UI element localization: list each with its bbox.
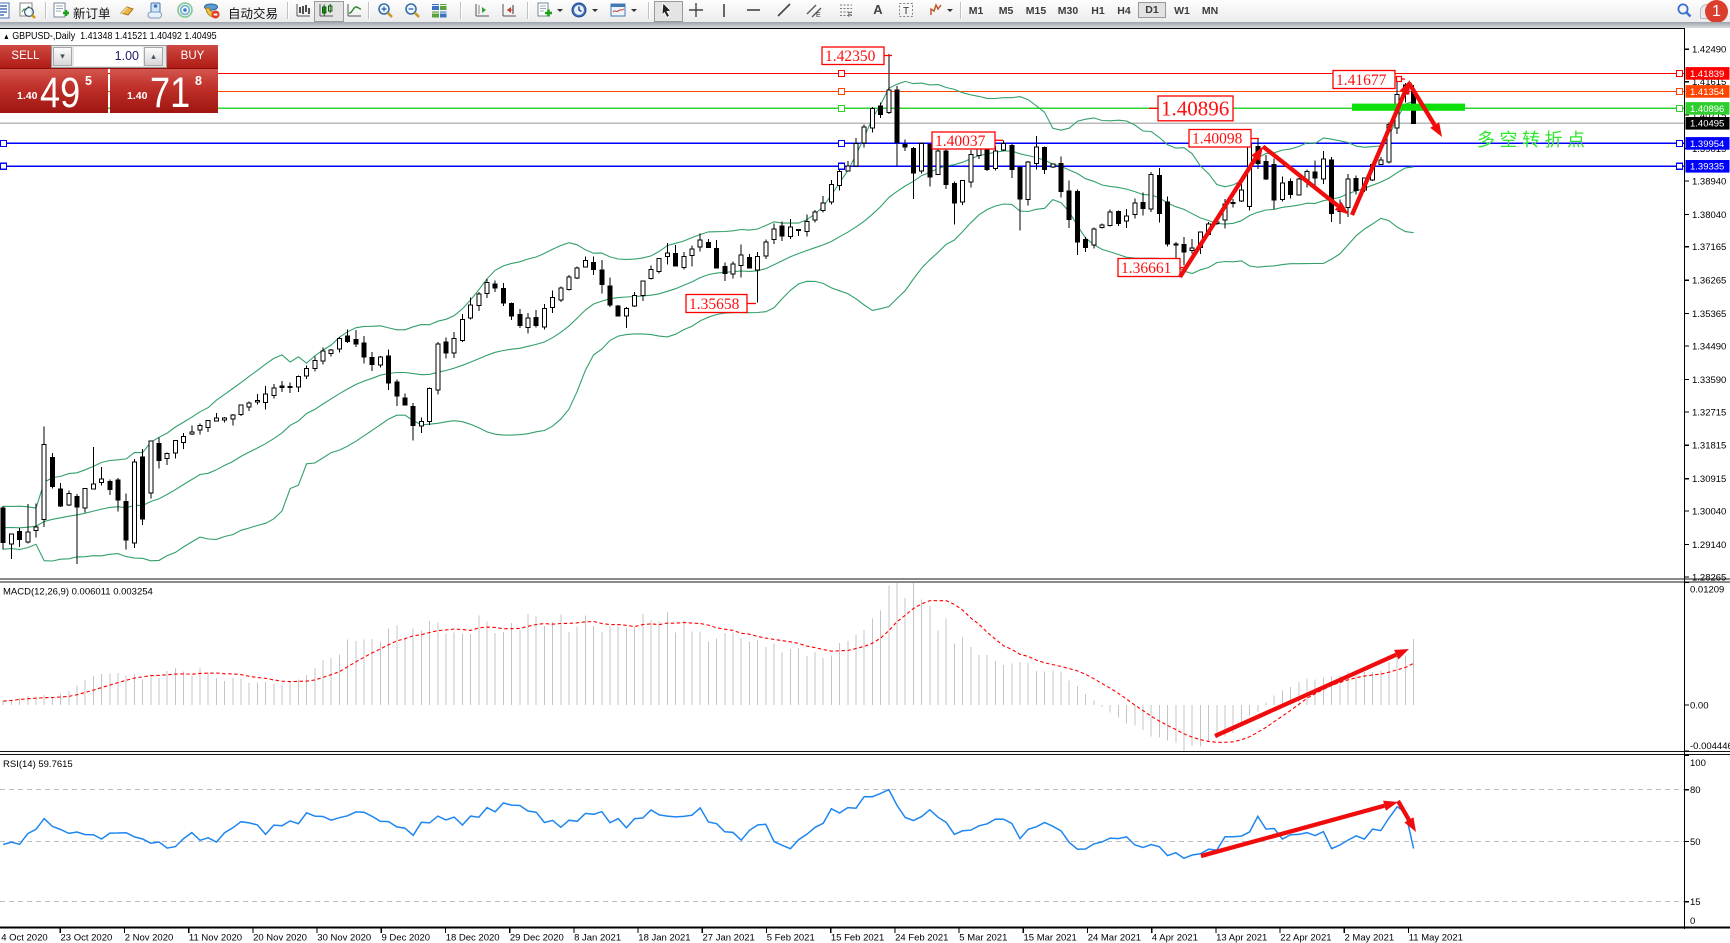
svg-text:1.36661: 1.36661 xyxy=(1121,260,1171,277)
svg-text:1.40098: 1.40098 xyxy=(1192,131,1243,148)
svg-text:1.39954: 1.39954 xyxy=(1690,139,1724,150)
svg-text:1.30915: 1.30915 xyxy=(1692,474,1726,485)
svg-text:0.00: 0.00 xyxy=(1690,700,1709,711)
svg-text:1.28265: 1.28265 xyxy=(1692,572,1726,583)
svg-text:1.40037: 1.40037 xyxy=(935,133,986,150)
svg-text:1.32715: 1.32715 xyxy=(1692,407,1726,418)
svg-text:1.38940: 1.38940 xyxy=(1692,176,1726,187)
svg-text:1.40495: 1.40495 xyxy=(1690,119,1724,130)
svg-text:1.35658: 1.35658 xyxy=(689,296,740,313)
svg-text:RSI(14) 59.7615: RSI(14) 59.7615 xyxy=(3,759,73,770)
svg-text:1.40896: 1.40896 xyxy=(1161,97,1229,121)
svg-text:20 Nov 2020: 20 Nov 2020 xyxy=(253,933,307,943)
svg-text:1.36265: 1.36265 xyxy=(1692,276,1726,287)
svg-text:4 Oct 2020: 4 Oct 2020 xyxy=(1,933,47,943)
svg-text:1.41354: 1.41354 xyxy=(1690,87,1724,98)
svg-text:1.41615: 1.41615 xyxy=(1692,77,1726,88)
svg-text:1.37165: 1.37165 xyxy=(1692,242,1726,253)
svg-text:18 Dec 2020: 18 Dec 2020 xyxy=(446,933,500,943)
svg-text:2 May 2021: 2 May 2021 xyxy=(1345,933,1395,943)
svg-text:80: 80 xyxy=(1690,785,1701,796)
svg-text:1.41677: 1.41677 xyxy=(1336,72,1387,89)
svg-text:5 Mar 2021: 5 Mar 2021 xyxy=(959,933,1007,943)
svg-text:18 Jan 2021: 18 Jan 2021 xyxy=(638,933,690,943)
svg-text:1.41839: 1.41839 xyxy=(1690,69,1724,80)
svg-text:1.29140: 1.29140 xyxy=(1692,540,1726,551)
svg-text:-0.004446: -0.004446 xyxy=(1690,741,1730,752)
svg-text:2 Nov 2020: 2 Nov 2020 xyxy=(125,933,174,943)
svg-text:1.30040: 1.30040 xyxy=(1692,507,1726,518)
svg-text:1.31815: 1.31815 xyxy=(1692,441,1726,452)
svg-text:4 Apr 2021: 4 Apr 2021 xyxy=(1152,933,1198,943)
svg-text:100: 100 xyxy=(1690,758,1706,769)
svg-text:15 Mar 2021: 15 Mar 2021 xyxy=(1024,933,1077,943)
svg-text:11 May 2021: 11 May 2021 xyxy=(1409,933,1463,943)
svg-text:MACD(12,26,9) 0.006011 0.00325: MACD(12,26,9) 0.006011 0.003254 xyxy=(3,587,153,598)
svg-text:5 Feb 2021: 5 Feb 2021 xyxy=(767,933,815,943)
svg-text:1.39335: 1.39335 xyxy=(1690,162,1724,173)
svg-text:9 Dec 2020: 9 Dec 2020 xyxy=(382,933,431,943)
svg-text:1.42490: 1.42490 xyxy=(1692,45,1726,56)
svg-text:1.38040: 1.38040 xyxy=(1692,210,1726,221)
svg-text:30 Nov 2020: 30 Nov 2020 xyxy=(317,933,371,943)
svg-text:1.35365: 1.35365 xyxy=(1692,309,1726,320)
svg-text:22 Apr 2021: 22 Apr 2021 xyxy=(1280,933,1331,943)
svg-text:F: F xyxy=(848,12,852,19)
svg-text:50: 50 xyxy=(1690,837,1701,848)
svg-text:15 Feb 2021: 15 Feb 2021 xyxy=(831,933,884,943)
svg-text:15: 15 xyxy=(1690,897,1701,908)
svg-text:8 Jan 2021: 8 Jan 2021 xyxy=(574,933,621,943)
svg-text:24 Mar 2021: 24 Mar 2021 xyxy=(1088,933,1141,943)
svg-text:1.40715: 1.40715 xyxy=(1692,111,1726,122)
svg-text:27 Jan 2021: 27 Jan 2021 xyxy=(703,933,755,943)
svg-text:23 Oct 2020: 23 Oct 2020 xyxy=(61,933,113,943)
svg-text:T: T xyxy=(903,6,909,17)
svg-text:1.34490: 1.34490 xyxy=(1692,342,1726,353)
svg-text:24 Feb 2021: 24 Feb 2021 xyxy=(895,933,948,943)
svg-text:29 Dec 2020: 29 Dec 2020 xyxy=(510,933,564,943)
svg-text:1.33590: 1.33590 xyxy=(1692,375,1726,386)
svg-text:多空转折点: 多空转折点 xyxy=(1477,130,1590,150)
svg-text:1.40896: 1.40896 xyxy=(1690,104,1724,115)
svg-text:0.01209: 0.01209 xyxy=(1690,584,1724,595)
svg-text:11 Nov 2020: 11 Nov 2020 xyxy=(189,933,242,943)
svg-text:E: E xyxy=(816,12,821,19)
svg-text:1.42350: 1.42350 xyxy=(825,48,876,65)
svg-text:13 Apr 2021: 13 Apr 2021 xyxy=(1216,933,1267,943)
svg-text:0: 0 xyxy=(1690,916,1695,927)
